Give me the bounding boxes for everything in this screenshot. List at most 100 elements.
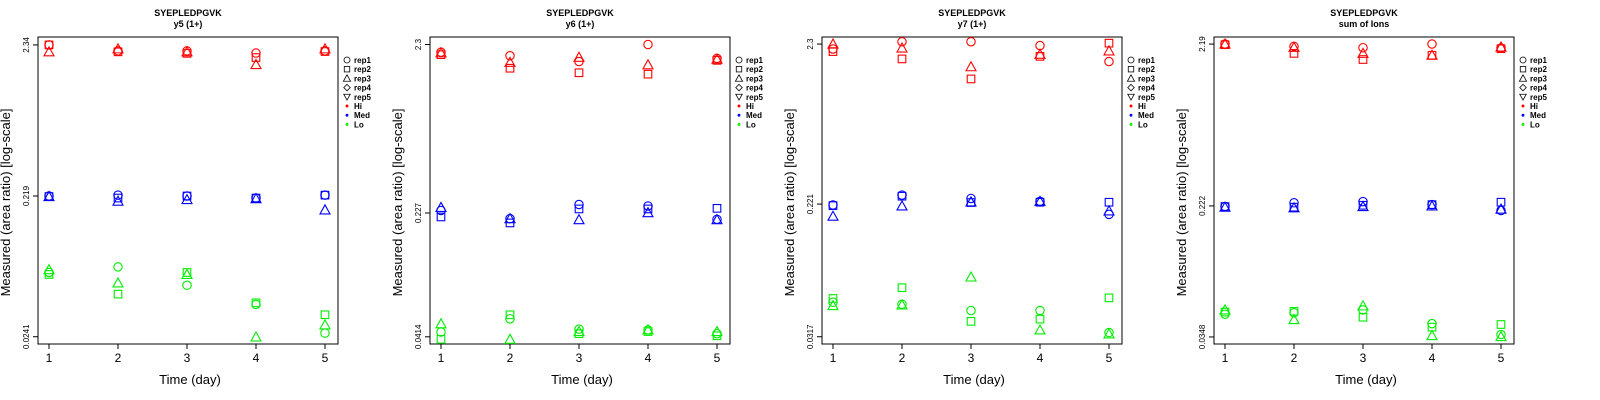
data-point-hi-rep1 — [897, 36, 907, 47]
legend-label-hi: Hi — [354, 102, 362, 111]
x-tick-label: 5 — [1498, 351, 1505, 365]
data-point-med-rep3 — [435, 201, 447, 212]
legend-symbol-rep5 — [1519, 93, 1527, 101]
data-point-lo-rep3 — [1103, 327, 1115, 339]
data-point-med-rep3 — [573, 213, 585, 225]
legend-symbol-rep3 — [734, 73, 744, 82]
data-point-med-rep2 — [320, 190, 330, 200]
data-point-hi-rep1 — [966, 36, 976, 47]
data-point-lo-rep2 — [828, 294, 838, 303]
legend-marker-rep5 — [1519, 93, 1527, 101]
data-point-med-rep3 — [1103, 204, 1115, 216]
legend-marker-rep3 — [1518, 73, 1528, 82]
data-point-hi-rep3 — [1288, 41, 1300, 52]
data-point-lo-rep3 — [43, 263, 55, 275]
data-point-lo-rep2 — [44, 270, 54, 279]
legend-symbol-rep4 — [1127, 83, 1135, 92]
legend-label-rep1: rep1 — [1530, 56, 1547, 65]
data-point-med-rep3 — [827, 210, 839, 221]
y-tick-label: 0.0241 — [22, 324, 31, 349]
chart-subtitle: y7 (1+) — [958, 19, 987, 29]
data-point-med-rep3 — [504, 212, 516, 224]
data-point-hi-rep3 — [1426, 49, 1438, 60]
legend-marker-rep3 — [342, 73, 352, 82]
x-tick-label: 1 — [46, 351, 53, 365]
x-tick-label: 4 — [253, 351, 260, 365]
legend-label-lo: Lo — [1138, 120, 1148, 129]
legend-symbol-rep1 — [1127, 56, 1135, 64]
data-point-lo-rep2 — [1035, 314, 1045, 324]
legend-label-rep1: rep1 — [354, 56, 371, 65]
data-point-lo-rep3 — [1357, 299, 1369, 311]
legend-marker-hi — [1521, 104, 1525, 108]
data-point-med-rep2 — [828, 201, 838, 210]
legend-symbol-med — [1129, 113, 1133, 117]
legend-symbol-hi — [1129, 104, 1133, 108]
legend-symbol-rep5 — [1127, 93, 1135, 101]
x-tick-label: 2 — [1291, 351, 1298, 365]
x-tick-label: 1 — [438, 351, 445, 365]
legend-symbol-rep1 — [735, 56, 743, 64]
data-point-lo-rep3 — [1219, 303, 1231, 315]
legend-symbol-hi — [1521, 104, 1525, 108]
chart-title: SYEPLEDPGVK — [1330, 8, 1398, 18]
legend-label-med: Med — [1530, 111, 1546, 120]
data-point-med-rep3 — [896, 199, 908, 211]
legend-label-rep5: rep5 — [1530, 93, 1547, 102]
data-point-lo-rep3 — [965, 270, 977, 282]
data-point-lo-rep3 — [181, 268, 193, 279]
legend-marker-med — [1521, 113, 1525, 117]
legend-marker-med — [1129, 113, 1133, 117]
data-point-med-rep1 — [643, 201, 653, 211]
data-point-hi-rep3 — [1495, 40, 1507, 52]
x-tick-label: 3 — [576, 351, 583, 365]
data-point-lo-rep3 — [319, 318, 331, 330]
legend-label-rep5: rep5 — [1138, 93, 1155, 102]
legend-label-rep3: rep3 — [746, 74, 763, 83]
data-point-hi-rep2 — [44, 40, 54, 50]
data-point-lo-rep3 — [711, 325, 723, 337]
chart-subtitle: y5 (1+) — [174, 19, 203, 29]
data-point-med-rep2 — [643, 204, 653, 214]
legend-symbol-rep2 — [735, 66, 743, 73]
data-point-med-rep2 — [712, 203, 722, 213]
legend-marker-rep5 — [1127, 93, 1135, 101]
legend-marker-rep5 — [735, 93, 743, 101]
legend-symbol-lo — [737, 122, 741, 126]
x-tick-label: 2 — [899, 351, 906, 365]
x-tick-label: 4 — [645, 351, 652, 365]
legend-symbol-rep2 — [1127, 66, 1135, 73]
plot-frame — [429, 36, 731, 345]
legend-symbol-rep3 — [342, 73, 352, 82]
legend-marker-rep1 — [735, 56, 743, 64]
data-point-lo-rep2 — [113, 289, 123, 299]
legend-marker-rep3 — [734, 73, 744, 82]
data-point-med-rep3 — [642, 206, 654, 218]
data-point-lo-rep1 — [574, 324, 584, 334]
legend-marker-lo — [1129, 122, 1133, 126]
data-point-med-rep1 — [574, 199, 584, 210]
legend-marker-rep2 — [1519, 66, 1527, 73]
y-tick-label: 0.0414 — [414, 324, 423, 349]
legend-marker-lo — [345, 122, 349, 126]
legend-marker-rep2 — [1127, 66, 1135, 73]
data-point-lo-rep3 — [1426, 329, 1438, 341]
legend-label-rep5: rep5 — [746, 93, 763, 102]
legend-marker-rep5 — [343, 93, 351, 101]
y-tick-label: 0.222 — [1198, 195, 1207, 216]
legend-symbol-rep3 — [1126, 73, 1136, 82]
data-point-med-rep3 — [1495, 203, 1507, 214]
legend-label-med: Med — [746, 111, 762, 120]
data-point-lo-rep3 — [896, 298, 908, 310]
data-point-lo-rep1 — [1035, 305, 1045, 316]
data-point-hi-rep3 — [43, 45, 55, 57]
data-point-hi-rep2 — [1289, 49, 1299, 58]
legend-marker-rep3 — [1126, 73, 1136, 82]
data-point-hi-rep3 — [896, 41, 908, 53]
x-tick-label: 5 — [322, 351, 329, 365]
data-point-lo-rep3 — [1288, 313, 1300, 325]
data-point-lo-rep2 — [1358, 312, 1368, 322]
data-point-med-rep3 — [1219, 201, 1231, 212]
x-tick-label: 4 — [1037, 351, 1044, 365]
